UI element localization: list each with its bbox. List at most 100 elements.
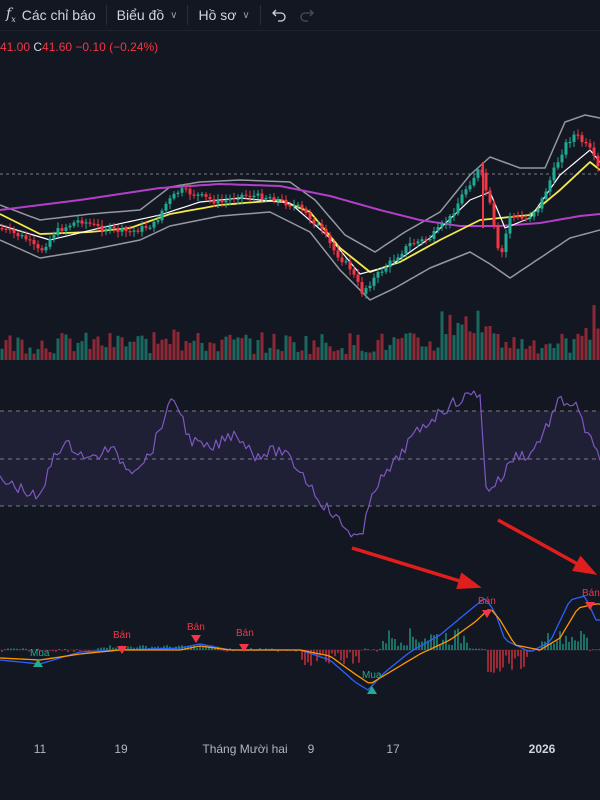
undo-button[interactable] [265, 0, 293, 30]
candle-body [152, 221, 156, 228]
candle-body [148, 227, 152, 229]
volume-bar [408, 332, 412, 360]
candle-body [428, 238, 432, 241]
redo-button[interactable] [293, 0, 321, 30]
volume-bar [260, 332, 264, 360]
macd-histogram-bar [334, 650, 336, 657]
volume-bar [592, 305, 596, 360]
candle-body [596, 155, 600, 167]
macd-histogram-bar [85, 650, 87, 651]
candle-body [16, 233, 20, 237]
candle-body [132, 230, 136, 232]
candle-body [284, 199, 288, 206]
close-label: C [33, 40, 43, 54]
chart-type-dropdown[interactable]: Biểu đồ ∨ [111, 0, 184, 30]
candle-body [452, 213, 456, 217]
macd-histogram-bar [166, 645, 168, 650]
macd-histogram-bar [481, 648, 483, 650]
macd-histogram-bar [7, 648, 9, 650]
candle-body [340, 257, 344, 263]
indicators-button[interactable]: fx Các chỉ báo [0, 0, 102, 30]
macd-histogram-bar [337, 650, 339, 653]
candle-body [524, 218, 528, 220]
volume-bar [152, 332, 156, 360]
volume-bar [64, 334, 68, 360]
macd-histogram-bar [88, 650, 90, 652]
volume-bar [292, 342, 296, 360]
volume-bar [48, 351, 52, 360]
macd-histogram-bar [568, 641, 570, 650]
volume-bar [220, 339, 224, 360]
macd-histogram-bar [487, 650, 489, 672]
macd-histogram-bar [520, 650, 522, 669]
volume-bar [420, 346, 424, 360]
candle-body [528, 216, 532, 219]
volume-bar [456, 322, 460, 360]
macd-histogram-bar [202, 646, 204, 650]
macd-histogram-bar [208, 646, 210, 650]
volume-bar [272, 333, 276, 360]
volume-bar [572, 339, 576, 360]
candle-body [296, 204, 300, 206]
redo-icon [300, 9, 314, 22]
sell-triangle-icon [191, 635, 201, 643]
candle-body [88, 222, 92, 224]
macd-histogram-bar [4, 649, 6, 650]
chart-type-label: Biểu đồ [116, 7, 165, 23]
candle-body [196, 194, 200, 196]
macd-histogram-bar [295, 650, 297, 652]
macd-histogram-bar [349, 650, 351, 653]
candle-body [268, 197, 272, 199]
volume-bar [232, 339, 236, 360]
volume-bar [168, 344, 172, 360]
macd-histogram-bar [394, 639, 396, 650]
macd-histogram-bar [271, 648, 273, 650]
volume-bar [336, 350, 340, 360]
candle-body [536, 208, 540, 213]
volume-bar [352, 345, 356, 360]
volume-bar [44, 348, 48, 360]
volume-bar [556, 343, 560, 360]
candle-body [124, 227, 128, 232]
price-chart[interactable] [0, 30, 600, 736]
candle-body [432, 231, 436, 239]
sell-signal-label: Bán [236, 628, 254, 639]
candle-body [308, 212, 312, 220]
volume-bar [516, 348, 520, 360]
candle-body [360, 281, 364, 294]
volume-bar [308, 353, 312, 360]
macd-histogram-bar [514, 650, 516, 659]
volume-bar [560, 333, 564, 360]
volume-bar [324, 342, 328, 360]
macd-histogram-bar [13, 648, 15, 650]
candle-body [4, 228, 8, 230]
macd-histogram-bar [433, 635, 435, 650]
candle-body [216, 200, 220, 204]
sell-triangle-icon [117, 646, 127, 654]
macd-histogram-bar [76, 649, 78, 650]
candle-body [468, 185, 472, 190]
macd-histogram-bar [457, 628, 459, 650]
candle-body [436, 227, 440, 232]
volume-bar [76, 342, 80, 360]
candle-body [304, 208, 308, 213]
candle-body [180, 188, 184, 193]
macd-histogram-bar [16, 648, 18, 650]
macd-histogram-bar [508, 650, 510, 664]
macd-histogram-bar [469, 648, 471, 650]
macd-histogram-bar [385, 643, 387, 650]
volume-bar [564, 338, 568, 360]
macd-histogram-bar [100, 647, 102, 650]
profile-dropdown[interactable]: Hồ sơ ∨ [192, 0, 255, 30]
time-axis-label: 17 [386, 742, 400, 756]
volume-bar [244, 334, 248, 360]
volume-bar [72, 351, 76, 360]
candle-body [532, 212, 536, 217]
toolbar-divider [187, 5, 189, 25]
candle-body [368, 285, 372, 289]
candle-body [584, 142, 588, 144]
macd-histogram-bar [115, 647, 117, 650]
candle-body [392, 260, 396, 262]
macd-histogram-bar [580, 630, 582, 650]
candle-body [192, 194, 196, 196]
